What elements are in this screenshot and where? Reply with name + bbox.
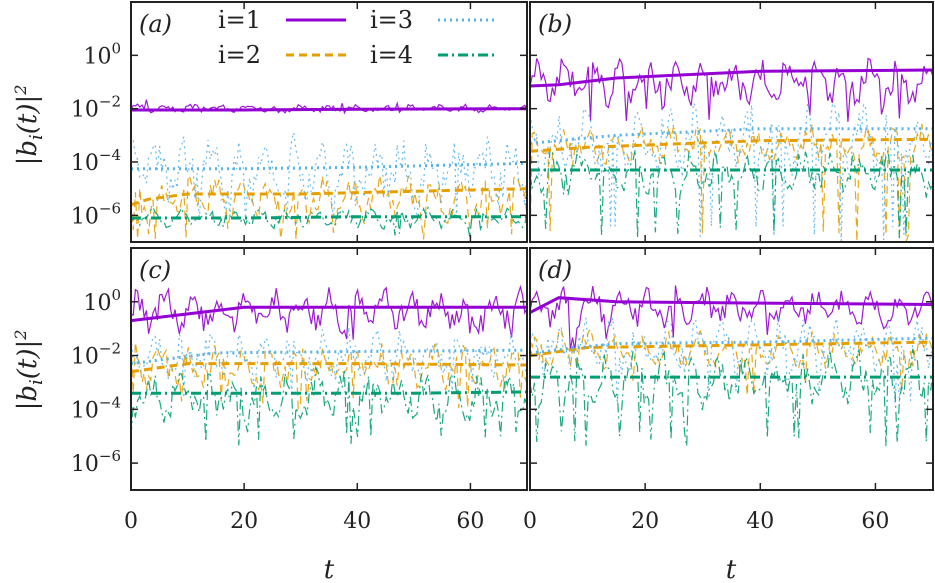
y-tick-label: 10−2 xyxy=(71,93,121,123)
legend-item-i1: i=1 xyxy=(218,6,346,34)
series-osc-i4 xyxy=(131,365,527,446)
y-axis-label-top: |bi(t)|2 xyxy=(11,85,47,166)
x-tick-label: 20 xyxy=(230,509,258,534)
panel-label: (c) xyxy=(139,256,171,284)
y-tick-label: 10−4 xyxy=(71,393,121,423)
series-osc-i2 xyxy=(131,173,527,240)
series-osc-i3 xyxy=(530,100,933,242)
legend-item-i2: i=2 xyxy=(218,41,346,69)
panel-label: (a) xyxy=(139,10,172,38)
series-avg-i4 xyxy=(131,215,527,220)
series-osc-i4 xyxy=(530,348,933,447)
panels-group: 10−6 10−4 10−2 100 (a) (b) 0 20 40 60 10−6 10−4 10−2… xyxy=(71,1,934,534)
plot-area xyxy=(530,285,933,447)
series-avg-i3 xyxy=(530,336,933,355)
y-axis-label-text: |bi(t)|2 xyxy=(11,85,47,166)
y-tick-label: 10−6 xyxy=(71,199,121,229)
x-tick-label: 60 xyxy=(861,509,889,534)
x-axis-label-left: t xyxy=(324,555,335,583)
legend-item-i3: i=3 xyxy=(370,6,498,34)
series-avg-i3 xyxy=(530,127,933,145)
x-tick-label: 0 xyxy=(523,509,537,534)
y-tick-label: 10−2 xyxy=(71,340,121,370)
y-tick-label: 10−4 xyxy=(71,146,121,176)
series-osc-i1 xyxy=(530,57,933,122)
x-axis-label-right: t xyxy=(726,555,737,583)
series-osc-i3 xyxy=(131,132,527,221)
series-osc-i2 xyxy=(530,123,933,242)
series-avg-i2 xyxy=(131,187,527,207)
series-avg-i4 xyxy=(131,390,527,395)
panel-label: (d) xyxy=(538,256,572,284)
series-osc-i2 xyxy=(131,342,527,411)
panel-b: (b) xyxy=(529,1,934,243)
series-osc-i1 xyxy=(131,284,527,340)
legend-label: i=4 xyxy=(370,41,413,69)
panel-frame xyxy=(130,247,528,491)
panel-d: 0 20 40 60 (d) xyxy=(523,247,934,534)
legend: i=1 i=2 i=3 i=4 xyxy=(218,6,498,69)
series-osc-i3 xyxy=(131,327,527,398)
series-osc-i1 xyxy=(530,285,933,351)
legend-label: i=3 xyxy=(370,6,413,34)
panel-frame xyxy=(529,247,934,491)
series-avg-i1 xyxy=(530,296,933,314)
series-avg-i3 xyxy=(131,161,527,171)
legend-label: i=1 xyxy=(218,6,261,34)
x-tick-label: 20 xyxy=(631,509,659,534)
panel-label: (b) xyxy=(538,10,572,38)
series-avg-i1 xyxy=(131,107,527,112)
y-axis-label-text: |bi(t)|2 xyxy=(11,330,47,411)
series-avg-i2 xyxy=(131,362,527,374)
y-tick-label: 100 xyxy=(83,39,121,69)
plot-area xyxy=(530,57,933,242)
series-avg-i3 xyxy=(131,348,527,366)
series-avg-i1 xyxy=(131,305,527,323)
x-tick-label: 40 xyxy=(746,509,774,534)
series-osc-i4 xyxy=(530,148,933,239)
y-tick-label: 10−6 xyxy=(71,447,121,477)
x-tick-label: 0 xyxy=(124,509,138,534)
panel-frame xyxy=(130,1,528,243)
series-osc-i1 xyxy=(131,99,527,115)
x-tick-label: 60 xyxy=(456,509,484,534)
series-avg-i2 xyxy=(530,340,933,358)
legend-label: i=2 xyxy=(218,41,261,69)
x-tick-label: 40 xyxy=(343,509,371,534)
panel-c: 0 20 40 60 10−6 10−4 10−2 100 (c) xyxy=(71,247,528,534)
plot-area xyxy=(131,284,527,446)
plot-area xyxy=(131,99,527,240)
y-axis-label-bottom: |bi(t)|2 xyxy=(11,330,47,411)
series-avg-i2 xyxy=(530,137,933,153)
panel-frame xyxy=(529,1,934,243)
panel-a: 10−6 10−4 10−2 100 (a) xyxy=(71,1,528,243)
y-tick-label: 100 xyxy=(83,286,121,316)
series-avg-i1 xyxy=(530,68,933,88)
series-osc-i3 xyxy=(530,315,933,404)
legend-item-i4: i=4 xyxy=(370,41,498,69)
